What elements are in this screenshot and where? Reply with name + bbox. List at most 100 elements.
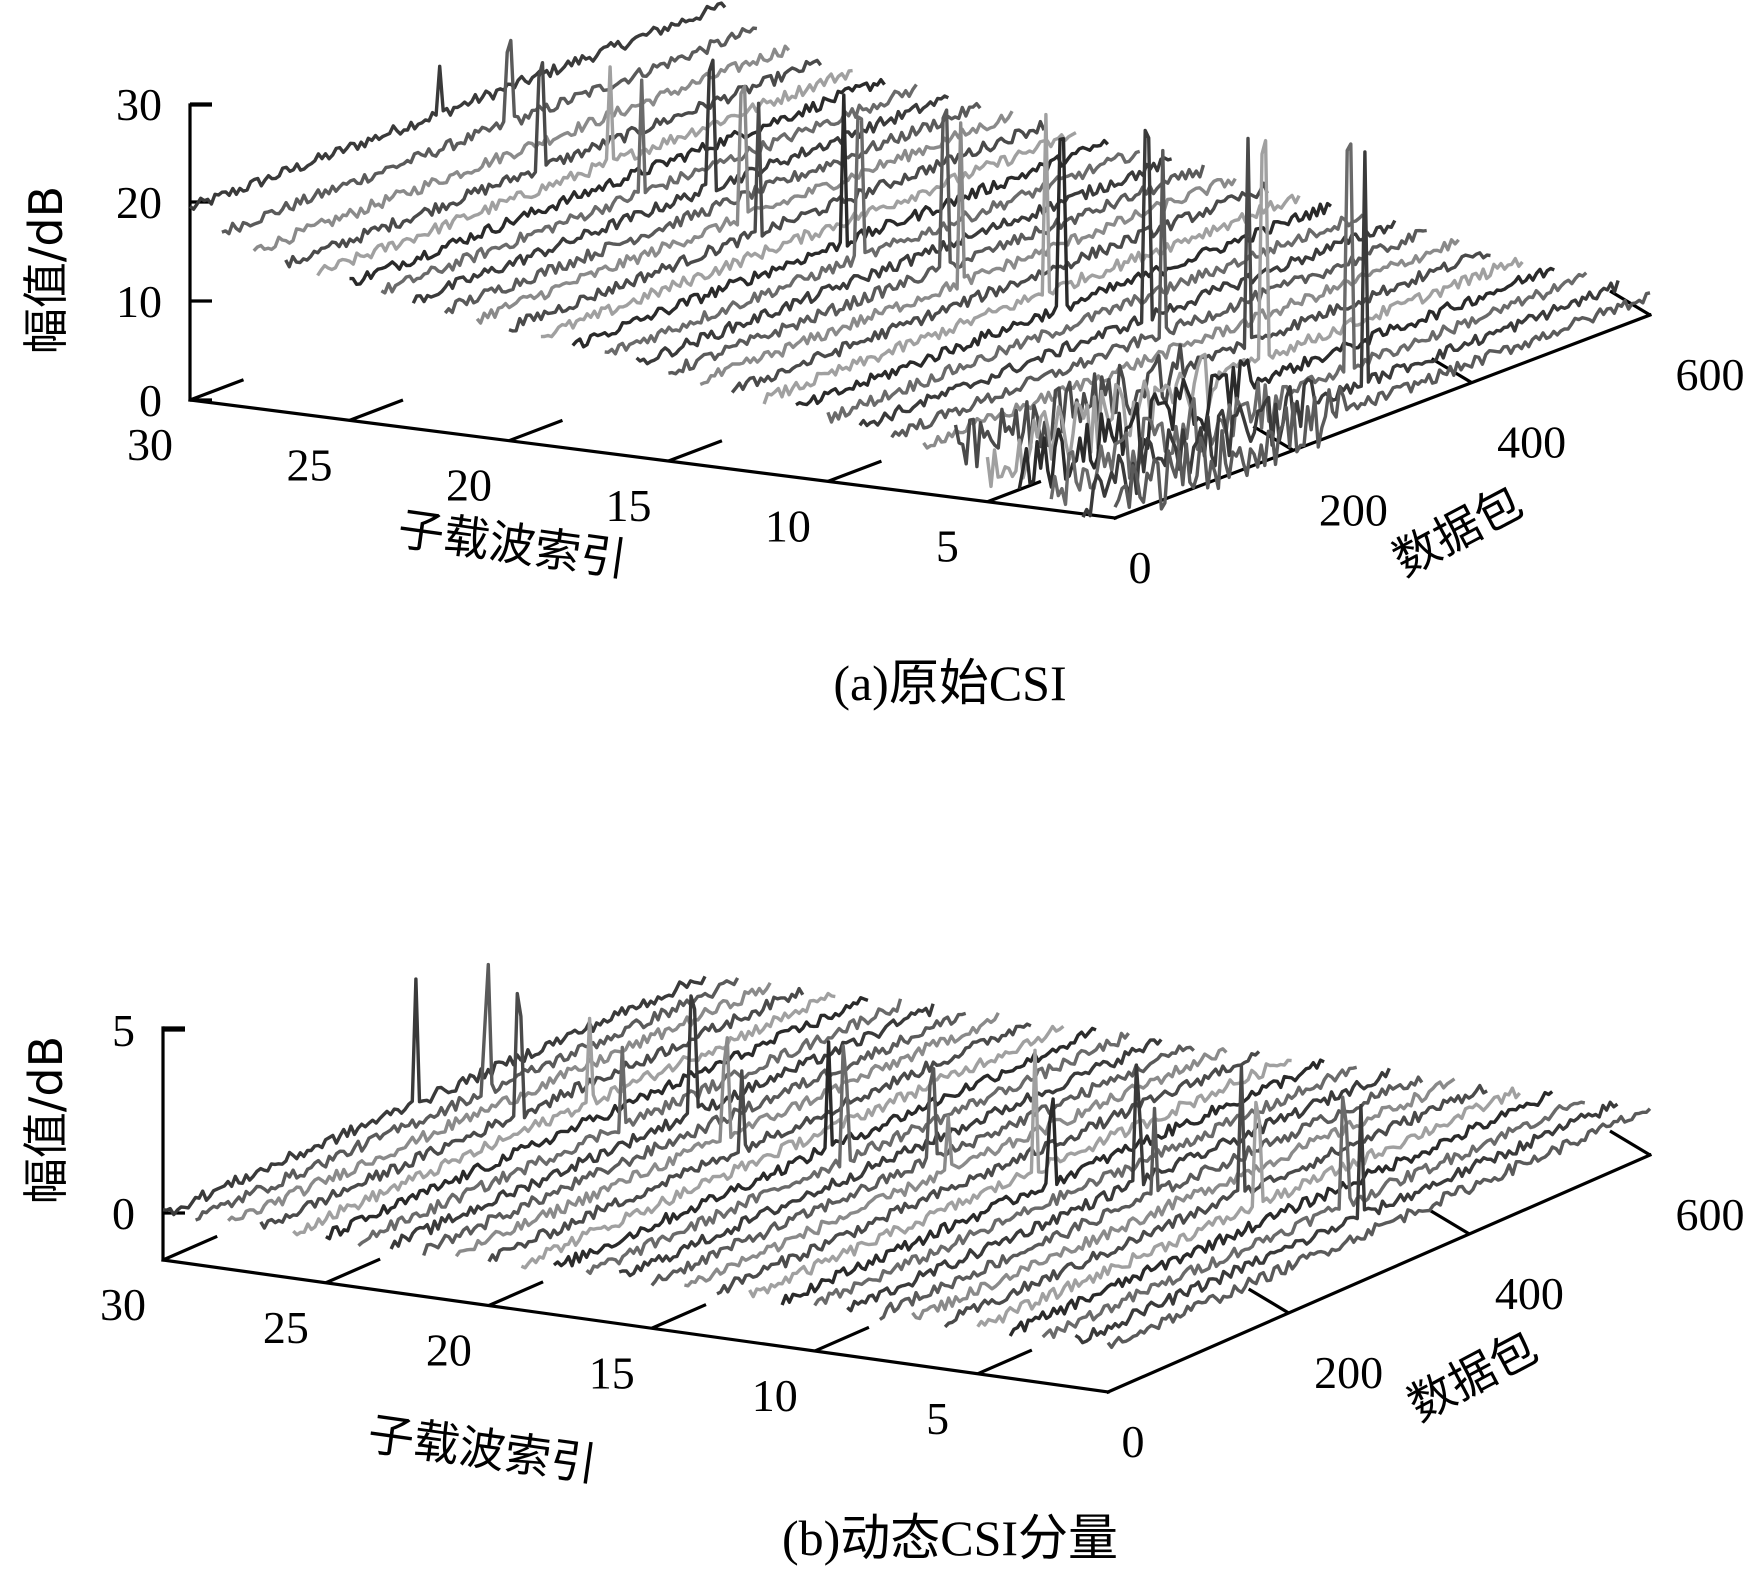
x-tick-label: 30 bbox=[100, 1279, 146, 1330]
y-tick-label: 0 bbox=[1129, 542, 1152, 593]
subcarrier-trace bbox=[1041, 1095, 1586, 1340]
subcarrier-trace bbox=[292, 991, 836, 1237]
subcarrier-trace bbox=[762, 112, 1301, 405]
subcarrier-trace bbox=[668, 108, 1206, 376]
x-tick bbox=[162, 1234, 218, 1262]
subcarrier-trace bbox=[890, 148, 1427, 439]
x-tick bbox=[488, 1280, 544, 1307]
subcarrier-trace bbox=[795, 136, 1332, 407]
z-axis-title: 幅值/dB bbox=[19, 1036, 73, 1204]
subcarrier-trace bbox=[1113, 291, 1651, 511]
subcarrier-trace bbox=[571, 93, 1110, 349]
y-axis-line bbox=[1112, 312, 1653, 521]
x-tick bbox=[667, 439, 723, 463]
y-tick-label: 200 bbox=[1314, 1347, 1383, 1398]
subcarrier-trace bbox=[552, 1026, 1097, 1268]
y-tick-label: 400 bbox=[1497, 417, 1566, 468]
subcarrier-trace bbox=[259, 986, 805, 1230]
x-axis-title: 子载波索引 bbox=[395, 501, 630, 586]
x-tick-label: 5 bbox=[936, 521, 959, 572]
x-tick bbox=[348, 398, 404, 422]
subcarrier-trace bbox=[943, 1064, 1488, 1329]
x-tick-label: 20 bbox=[446, 460, 492, 511]
z-tick-label: 0 bbox=[139, 375, 162, 426]
z-tick-label: 0 bbox=[112, 1188, 135, 1239]
panel-caption: (a)原始CSI bbox=[833, 655, 1066, 711]
subcarrier-trace bbox=[349, 77, 886, 286]
subcarrier-trace bbox=[252, 44, 791, 252]
x-tick-label: 5 bbox=[926, 1393, 949, 1444]
z-tick-label: 10 bbox=[116, 276, 162, 327]
y-tick-label: 0 bbox=[1122, 1416, 1145, 1467]
subcarrier-trace bbox=[389, 994, 935, 1250]
subcarrier-trace bbox=[976, 1086, 1522, 1328]
subcarrier-trace bbox=[730, 181, 1269, 394]
subcarrier-trace bbox=[922, 238, 1460, 450]
y-axis-title: 数据包 bbox=[1399, 1320, 1546, 1432]
subcarrier-trace bbox=[618, 1038, 1163, 1278]
subcarrier-trace bbox=[520, 1024, 1065, 1270]
subcarrier-trace bbox=[194, 962, 740, 1222]
subcarrier-trace bbox=[422, 1011, 967, 1257]
subcarrier-trace bbox=[162, 975, 707, 1217]
subcarrier-trace bbox=[826, 213, 1365, 424]
subcarrier-trace bbox=[780, 1058, 1325, 1306]
x-tick-label: 15 bbox=[605, 480, 651, 531]
subcarrier-trace bbox=[411, 58, 950, 304]
subcarrier-trace bbox=[221, 26, 758, 236]
x-tick bbox=[325, 1257, 381, 1285]
x-tick-label: 10 bbox=[765, 500, 811, 551]
subcarrier-trace bbox=[858, 128, 1397, 428]
subcarrier-trace bbox=[1106, 1107, 1652, 1350]
y-tick-label: 600 bbox=[1676, 349, 1745, 400]
y-tick bbox=[1609, 1129, 1651, 1157]
y-axis-line bbox=[1105, 1152, 1653, 1395]
y-tick bbox=[1428, 1208, 1471, 1236]
subcarrier-trace bbox=[699, 121, 1237, 386]
y-tick-label: 600 bbox=[1676, 1189, 1745, 1240]
x-axis-line bbox=[161, 1258, 1110, 1394]
x-tick-label: 25 bbox=[286, 439, 332, 490]
subcarrier-trace bbox=[846, 1063, 1391, 1313]
subcarrier-trace bbox=[1074, 1100, 1619, 1345]
subcarrier-trace bbox=[813, 1065, 1358, 1307]
subcarrier-trace bbox=[716, 1050, 1261, 1296]
y-tick bbox=[1609, 289, 1651, 317]
subcarrier-trace bbox=[508, 101, 1046, 333]
subcarrier-trace bbox=[1081, 150, 1620, 518]
z-axis-title: 幅值/dB bbox=[19, 186, 73, 354]
x-tick bbox=[651, 1303, 707, 1330]
y-tick-label: 400 bbox=[1495, 1268, 1564, 1319]
subcarrier-trace bbox=[284, 58, 823, 269]
x-tick bbox=[827, 459, 882, 483]
subcarrier-trace bbox=[650, 1044, 1195, 1287]
panel-caption: (b)动态CSI分量 bbox=[782, 1510, 1118, 1566]
subcarrier-trace bbox=[911, 1077, 1456, 1321]
subcarrier-trace bbox=[748, 1048, 1292, 1299]
subcarrier-trace bbox=[985, 138, 1524, 489]
x-tick-label: 15 bbox=[589, 1347, 635, 1398]
subcarrier-trace bbox=[454, 1012, 1000, 1258]
subcarrier-trace bbox=[380, 78, 918, 295]
x-tick bbox=[814, 1325, 870, 1353]
subcarrier-trace bbox=[316, 65, 853, 277]
x-tick-label: 25 bbox=[263, 1302, 309, 1353]
subcarrier-trace bbox=[1017, 266, 1555, 490]
z-tick-label: 20 bbox=[116, 177, 162, 228]
x-axis-line bbox=[188, 398, 1117, 520]
subcarrier-trace bbox=[635, 156, 1173, 366]
y-tick-label: 200 bbox=[1319, 484, 1388, 535]
subcarrier-trace bbox=[878, 1075, 1424, 1321]
x-tick bbox=[189, 378, 245, 402]
x-axis-title: 子载波索引 bbox=[365, 1406, 600, 1491]
subcarrier-trace bbox=[540, 131, 1077, 339]
subcarrier-trace bbox=[1008, 1090, 1554, 1337]
x-tick bbox=[977, 1348, 1033, 1376]
y-tick bbox=[1247, 1287, 1290, 1315]
panel-dynamic-csi: 0 5 30 25 20 15 10 5 0 200 400 600 幅值/dB 子载波索引 数据包 (b)动… bbox=[19, 962, 1745, 1566]
subcarrier-trace bbox=[487, 1022, 1032, 1263]
subcarrier-trace bbox=[357, 998, 903, 1247]
subcarrier-trace bbox=[188, 1, 727, 211]
subcarrier-trace bbox=[475, 84, 1014, 325]
